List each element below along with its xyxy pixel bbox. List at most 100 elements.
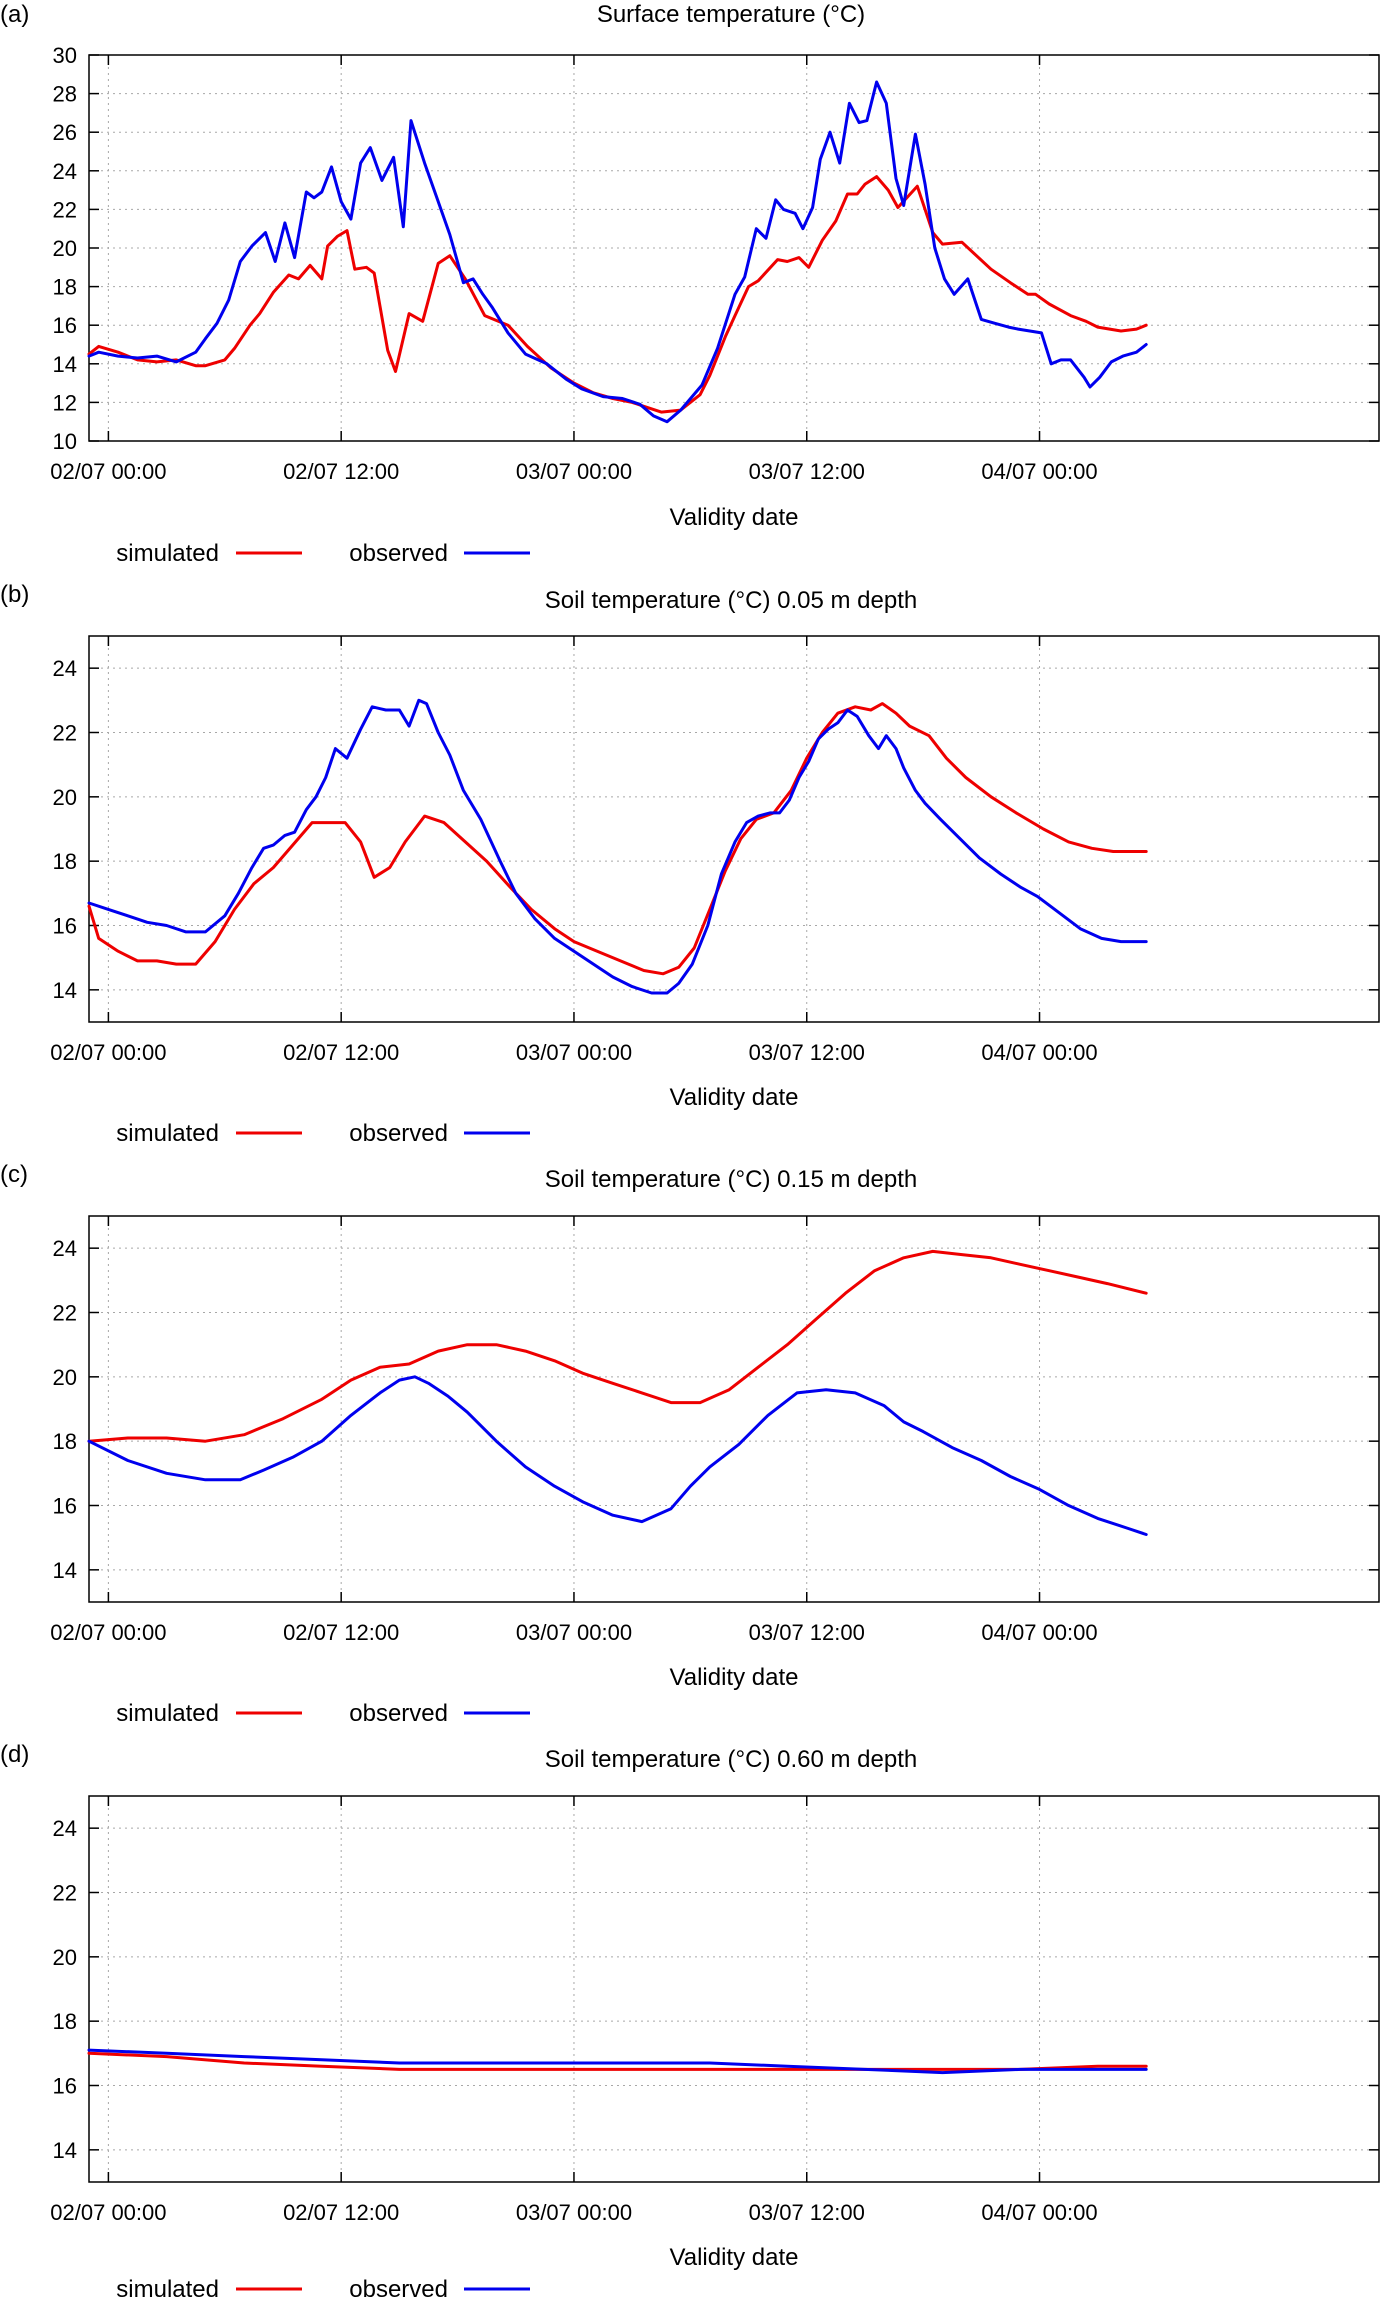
panel-d-ytick-label-22: 22 [53, 1881, 77, 1906]
panel-c-xtick-label-4: 04/07 00:00 [981, 1620, 1097, 1645]
panel-a-ytick-label-24: 24 [53, 159, 77, 184]
panel-d-legend-simulated-label: simulated [116, 2276, 219, 2302]
panel-b-xtick-label-3: 03/07 12:00 [749, 1040, 865, 1065]
panel-b: (b) Soil temperature (°C) 0.05 m depth 1… [0, 581, 1380, 1147]
panel-d-legend-observed-label: observed [349, 2276, 448, 2302]
panel-d-x-axis: 02/07 00:00 02/07 12:00 03/07 00:00 03/07 1… [50, 1796, 1098, 2225]
panel-a-ytick-label-10: 10 [53, 429, 77, 454]
panel-d-xtick-label-4: 04/07 00:00 [981, 2200, 1097, 2225]
panel-b-series-observed [87, 698, 1148, 995]
panel-d-xtick-label-2: 03/07 00:00 [516, 2200, 632, 2225]
panel-c-plot-frame [88, 1215, 1380, 1603]
panel-d-xtick-label-1: 02/07 12:00 [283, 2200, 399, 2225]
panel-c-ytick-label-18: 18 [53, 1429, 77, 1454]
panel-d-xtick-label-3: 03/07 12:00 [749, 2200, 865, 2225]
panel-a-x-axis: 02/07 00:00 02/07 12:00 03/07 00:00 03/07 1… [50, 55, 1098, 484]
panel-b-xtick-label-1: 02/07 12:00 [283, 1040, 399, 1065]
panel-a-xtick-label-2: 03/07 00:00 [516, 459, 632, 484]
panel-b-ytick-label-22: 22 [53, 721, 77, 746]
panel-b-legend: simulated observed [116, 1120, 530, 1147]
panel-d-y-axis: 14 16 18 20 22 24 [53, 1816, 1379, 2163]
panel-a-ytick-label-28: 28 [53, 82, 77, 107]
panel-a-ytick-label-14: 14 [53, 352, 77, 377]
panel-c-series [87, 1249, 1148, 1536]
panel-b-ytick-label-20: 20 [53, 785, 77, 810]
panel-c-ytick-label-24: 24 [53, 1236, 77, 1261]
panel-b-series-simulated [87, 702, 1148, 976]
panel-d-ytick-label-24: 24 [53, 1816, 77, 1841]
panel-c-ytick-label-16: 16 [53, 1494, 77, 1519]
panel-a-xtick-label-1: 02/07 12:00 [283, 459, 399, 484]
panel-d-ytick-label-14: 14 [53, 2138, 77, 2163]
panel-c-ytick-label-22: 22 [53, 1301, 77, 1326]
panel-c-ytick-label-20: 20 [53, 1365, 77, 1390]
panel-d-legend: simulated observed [116, 2276, 530, 2303]
panel-d-x-axis-label: Validity date [670, 2244, 799, 2271]
panel-c-ytick-label-14: 14 [53, 1558, 77, 1583]
panel-a-ytick-label-12: 12 [53, 390, 77, 415]
panel-a-legend-simulated-label: simulated [116, 540, 219, 567]
panel-d-label: (d) [0, 1741, 29, 1768]
panel-c-legend-observed-label: observed [349, 1700, 448, 1727]
panel-b-label: (b) [0, 581, 29, 608]
panel-d-series [87, 2048, 1148, 2075]
panel-c-xtick-label-1: 02/07 12:00 [283, 1620, 399, 1645]
panel-c-x-axis-label: Validity date [670, 1664, 799, 1691]
panel-a-xtick-label-4: 04/07 00:00 [981, 459, 1097, 484]
panel-b-series [87, 698, 1148, 995]
panel-c-series-observed [87, 1375, 1148, 1536]
panel-a-series-observed [87, 80, 1148, 424]
panel-b-xtick-label-0: 02/07 00:00 [50, 1040, 166, 1065]
panel-c-x-axis: 02/07 00:00 02/07 12:00 03/07 00:00 03/07 1… [50, 1216, 1098, 1645]
panel-d-xtick-label-0: 02/07 00:00 [50, 2200, 166, 2225]
panel-b-ytick-label-24: 24 [53, 656, 77, 681]
panel-d-ytick-label-16: 16 [53, 2074, 77, 2099]
panel-d-plot-frame [88, 1795, 1380, 2183]
panel-c-title: Soil temperature (°C) 0.15 m depth [545, 1166, 917, 1193]
panel-a-series-simulated [87, 175, 1148, 414]
panel-c-grid [89, 1216, 1379, 1602]
panel-b-x-axis: 02/07 00:00 02/07 12:00 03/07 00:00 03/07 1… [50, 636, 1098, 1065]
panel-a-title: Surface temperature (°C) [597, 1, 865, 28]
panel-c-xtick-label-0: 02/07 00:00 [50, 1620, 166, 1645]
panel-a-ytick-label-30: 30 [53, 43, 77, 68]
panel-c-legend-simulated-label: simulated [116, 1700, 219, 1727]
panel-a-xtick-label-0: 02/07 00:00 [50, 459, 166, 484]
panel-b-ytick-label-16: 16 [53, 914, 77, 939]
panel-a-label: (a) [0, 1, 29, 28]
panel-a-y-axis: 10 12 14 16 18 20 22 24 26 28 30 [53, 43, 1379, 454]
panel-d-grid [89, 1796, 1379, 2182]
panel-a-x-axis-label: Validity date [670, 504, 799, 531]
panel-b-y-axis: 14 16 18 20 22 24 [53, 656, 1379, 1003]
panel-a: (a) Surface temperature (°C) 10 12 14 16 18 2… [0, 1, 1380, 567]
panel-c: (c) Soil temperature (°C) 0.15 m depth 1… [0, 1161, 1380, 1727]
panel-b-plot-frame [88, 635, 1380, 1023]
panel-a-legend-observed-label: observed [349, 540, 448, 567]
panel-d-title: Soil temperature (°C) 0.60 m depth [545, 1746, 917, 1773]
panel-c-y-axis: 14 16 18 20 22 24 [53, 1236, 1379, 1583]
panel-b-x-axis-label: Validity date [670, 1084, 799, 1111]
panel-b-xtick-label-2: 03/07 00:00 [516, 1040, 632, 1065]
panel-c-xtick-label-3: 03/07 12:00 [749, 1620, 865, 1645]
panel-a-xtick-label-3: 03/07 12:00 [749, 459, 865, 484]
panel-a-ytick-label-26: 26 [53, 120, 77, 145]
panel-a-ytick-label-16: 16 [53, 313, 77, 338]
panel-a-ytick-label-18: 18 [53, 275, 77, 300]
panel-c-label: (c) [0, 1161, 28, 1188]
panel-b-grid [89, 636, 1379, 1022]
panel-b-legend-simulated-label: simulated [116, 1120, 219, 1147]
panel-b-legend-observed-label: observed [349, 1120, 448, 1147]
panel-a-ytick-label-22: 22 [53, 197, 77, 222]
panel-c-xtick-label-2: 03/07 00:00 [516, 1620, 632, 1645]
panel-b-ytick-label-18: 18 [53, 849, 77, 874]
panel-d: (d) Soil temperature (°C) 0.60 m depth 1… [0, 1741, 1380, 2303]
panel-b-title: Soil temperature (°C) 0.05 m depth [545, 587, 917, 614]
panel-b-ytick-label-14: 14 [53, 978, 77, 1003]
panel-a-legend: simulated observed [116, 540, 530, 567]
panel-a-ytick-label-20: 20 [53, 236, 77, 261]
panel-c-legend: simulated observed [116, 1700, 530, 1727]
panel-b-xtick-label-4: 04/07 00:00 [981, 1040, 1097, 1065]
panel-d-ytick-label-20: 20 [53, 1945, 77, 1970]
